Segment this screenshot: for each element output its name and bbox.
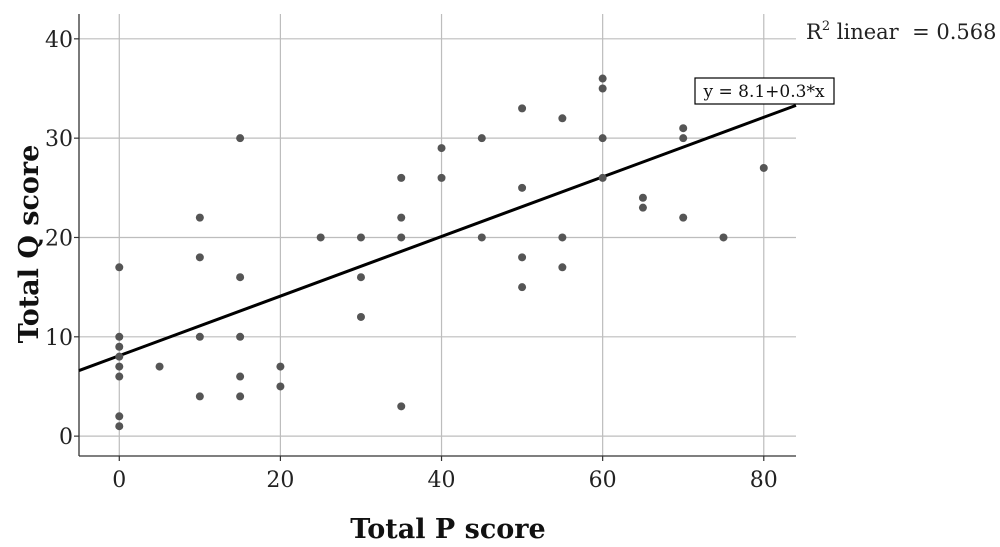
scatter-point [679,213,688,222]
r-squared-superscript: 2 [822,19,830,34]
scatter-point [316,233,325,242]
scatter-point [397,233,406,242]
scatter-point [236,134,245,143]
scatter-point [356,273,365,282]
r-squared-prefix: R [806,20,823,44]
scatter-point [195,253,204,262]
scatter-point [518,183,527,192]
scatter-point [115,422,124,431]
tick-labels: 0 20 40 60 80 0 10 20 30 40 [45,28,778,493]
y-tick-label: 30 [45,127,73,152]
scatter-point [477,134,486,143]
scatter-point [236,392,245,401]
scatter-point [115,263,124,272]
y-tick-label: 10 [45,326,73,351]
equation-label-box: y = 8.1+0.3*x [694,77,835,105]
scatter-point [638,193,647,202]
r-squared-value: linear = 0.568 [830,20,996,44]
scatter-point [155,362,164,371]
scatter-point [195,213,204,222]
scatter-point [558,114,567,123]
x-tick-label: 60 [589,468,617,493]
gridlines [79,14,796,456]
scatter-point [195,332,204,341]
scatter-point [759,163,768,172]
scatter-point [115,372,124,381]
scatter-point [236,273,245,282]
scatter-point [558,263,567,272]
scatter-point [115,352,124,361]
x-tick-label: 20 [266,468,294,493]
scatter-point [518,253,527,262]
scatter-point [719,233,728,242]
scatter-point [236,372,245,381]
scatter-point [598,74,607,83]
x-tick-label: 40 [428,468,456,493]
y-tick-label: 0 [59,425,73,450]
scatter-point [356,312,365,321]
y-axis-title: Total Q score [14,145,45,344]
scatter-point [598,134,607,143]
scatter-point [518,104,527,113]
x-tick-label: 0 [112,468,126,493]
scatter-point [518,283,527,292]
data-points [115,74,768,431]
scatter-point [437,144,446,153]
scatter-point [356,233,365,242]
r-squared-annotation: R2 linear = 0.568 [806,19,996,44]
scatter-point [397,402,406,411]
scatter-point [558,233,567,242]
scatter-point [598,84,607,93]
scatter-point [598,173,607,182]
axes [74,14,796,461]
scatter-point [115,362,124,371]
scatter-point [115,342,124,351]
scatter-point [276,362,285,371]
scatter-point [397,213,406,222]
scatter-point [679,124,688,133]
scatter-point [437,173,446,182]
regression-line-layer [78,103,797,372]
scatter-point [115,412,124,421]
scatter-point [276,382,285,391]
equation-label: y = 8.1+0.3*x [702,82,824,102]
y-tick-label: 40 [45,28,73,53]
scatter-point [477,233,486,242]
x-axis-title: Total P score [350,514,545,545]
scatter-point [397,173,406,182]
scatter-point [115,332,124,341]
equation-box-border [694,77,835,105]
scatter-point [195,392,204,401]
scatter-point [638,203,647,212]
regression-line [78,103,797,372]
scatter-point [679,134,688,143]
x-tick-label: 80 [750,468,778,493]
y-tick-label: 20 [45,226,73,251]
scatter-point [236,332,245,341]
